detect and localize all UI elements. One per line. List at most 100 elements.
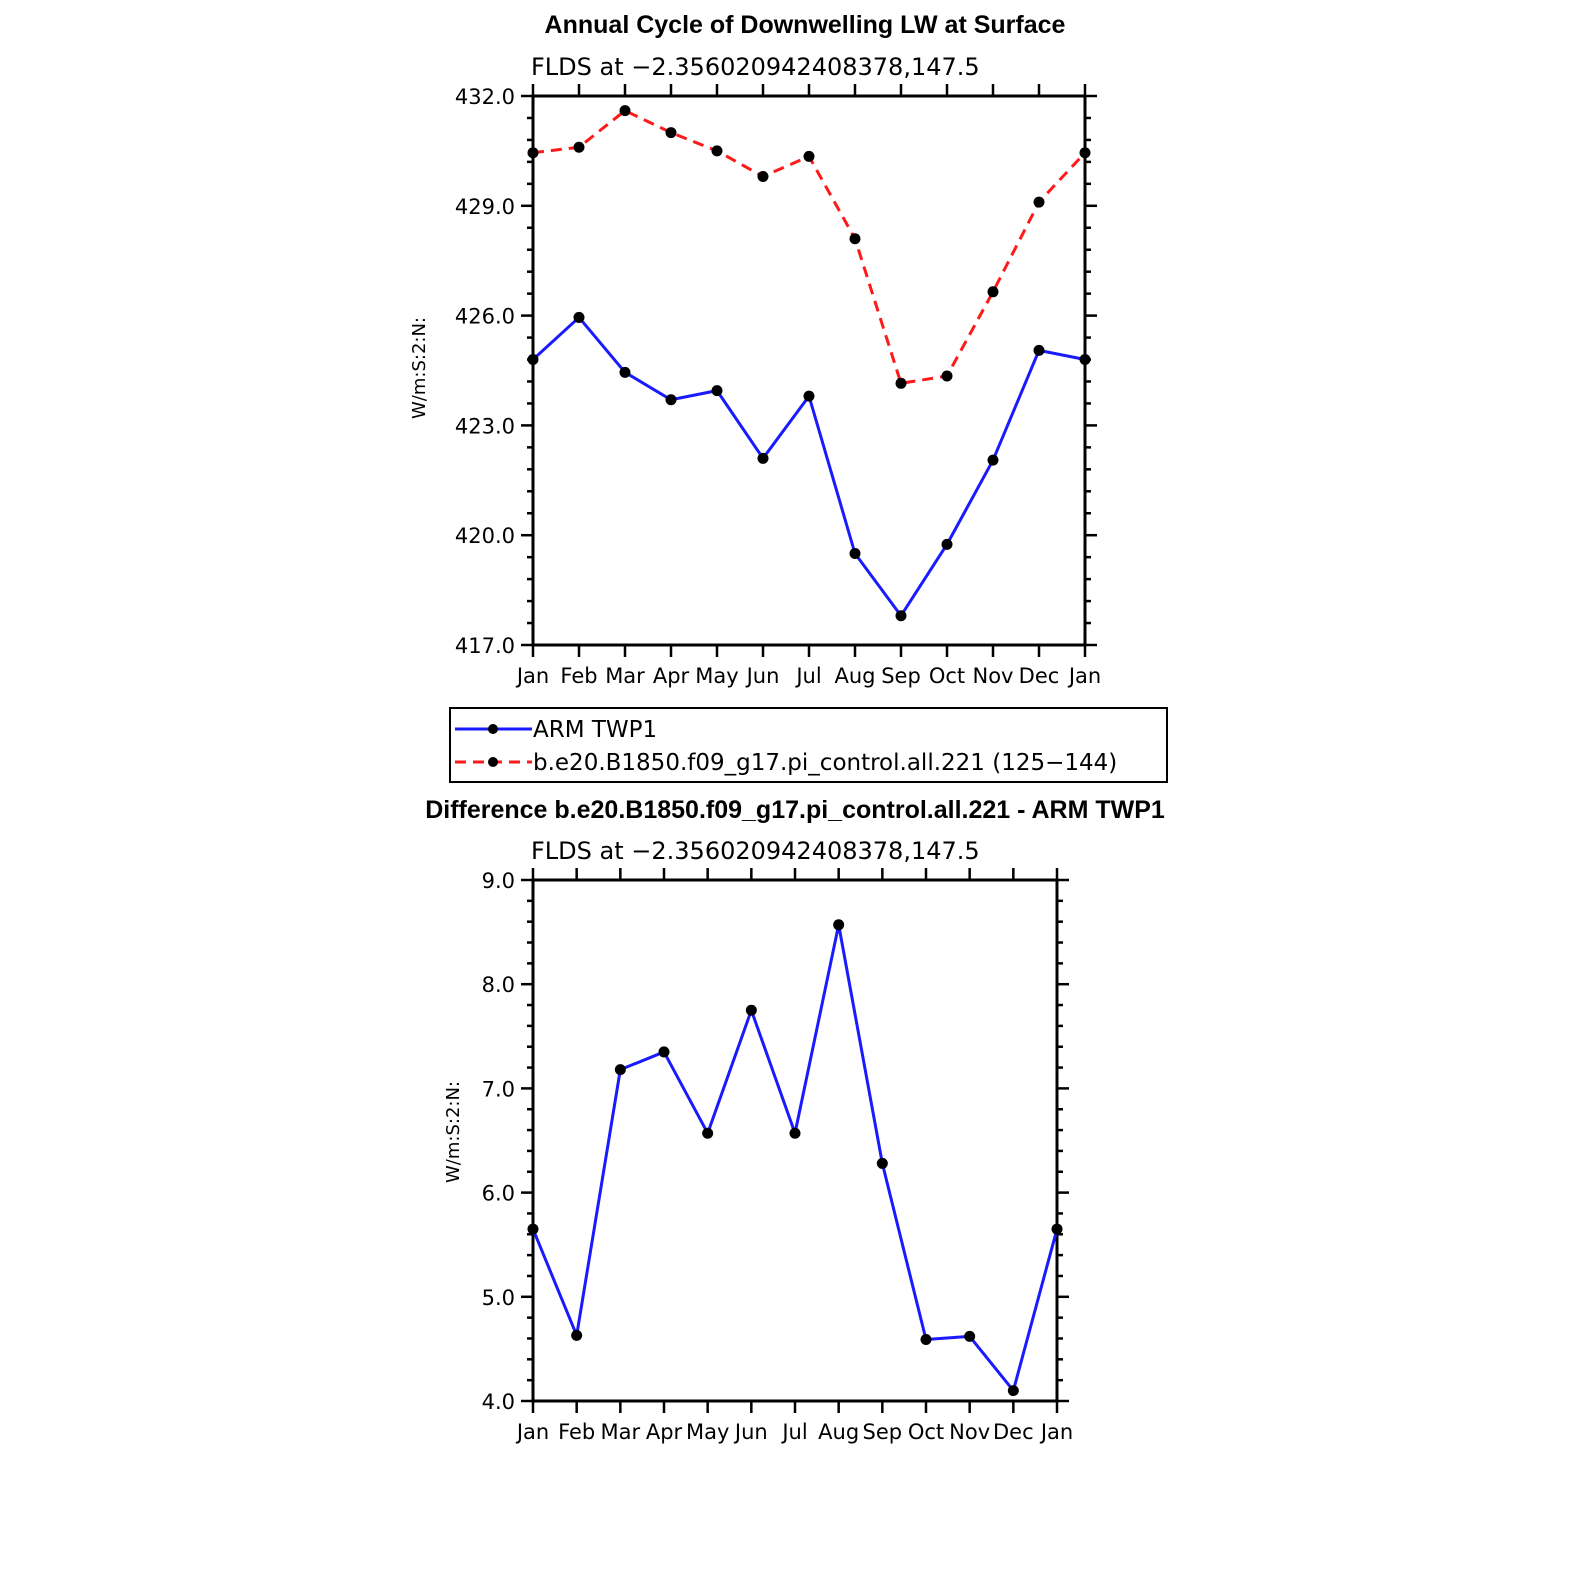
top-x-tick-label: Oct <box>929 664 965 688</box>
bottom-x-tick-label: Jan <box>1039 1420 1073 1444</box>
top-series-1-point <box>619 105 631 117</box>
top-series-1-point <box>803 150 815 162</box>
bottom-x-tick-label: Jun <box>733 1420 768 1444</box>
top-x-tick-label: Apr <box>653 664 690 688</box>
bottom-axis-ticks: Jan Feb Mar Apr May Jun Jul Aug Sep Oct Nov Dec Jan4… <box>482 868 1073 1444</box>
top-series-0-point <box>573 311 585 323</box>
top-x-tick-label: Mar <box>605 664 645 688</box>
bottom-series-0-point <box>527 1223 539 1235</box>
top-series-0-point <box>665 394 677 406</box>
top-series-0-point <box>527 354 539 366</box>
bottom-chart-title: Difference b.e20.B1850.f09_g17.pi_contro… <box>425 796 1165 824</box>
bottom-series-0-point <box>571 1329 583 1341</box>
bottom-x-tick-label: Feb <box>558 1420 595 1444</box>
top-x-tick-label: Dec <box>1019 664 1060 688</box>
bottom-y-tick-label: 4.0 <box>482 1390 515 1414</box>
bottom-x-tick-label: Mar <box>601 1420 641 1444</box>
bottom-x-tick-label: Aug <box>818 1420 859 1444</box>
bottom-plot-frame <box>531 878 1059 1403</box>
bottom-y-axis-label: W/m:S:2:N: <box>443 1081 464 1183</box>
bottom-chart-subtitle: FLDS at −2.356020942408378,147.5 <box>531 837 980 865</box>
bottom-series-0-point <box>702 1127 714 1139</box>
top-series-1-point <box>941 370 953 382</box>
top-series-1-point <box>987 286 999 298</box>
top-y-tick-label: 432.0 <box>455 85 515 109</box>
top-series-0-point <box>849 548 861 559</box>
top-x-tick-label: Nov <box>973 664 1014 688</box>
bottom-series-group <box>527 919 1063 1397</box>
top-y-tick-label: 423.0 <box>455 414 515 438</box>
bottom-x-tick-label: Nov <box>949 1420 990 1444</box>
legend-marker-arm <box>488 724 498 734</box>
top-series-1-point <box>895 377 907 389</box>
bottom-series-0-point <box>1007 1385 1019 1397</box>
top-plot-frame <box>531 94 1087 647</box>
bottom-series-0-point <box>964 1330 976 1342</box>
top-series-0-point <box>895 610 907 622</box>
legend-box <box>449 707 1168 783</box>
top-series-0-point <box>941 538 953 550</box>
top-series-1-point <box>757 171 769 183</box>
top-series-0-point <box>619 366 631 378</box>
top-x-tick-label: Feb <box>560 664 597 688</box>
top-x-tick-label: Jan <box>1067 664 1101 688</box>
top-y-tick-label: 426.0 <box>455 305 515 329</box>
top-series-group <box>527 105 1091 622</box>
bottom-series-0-point <box>1051 1223 1063 1235</box>
top-y-tick-label: 429.0 <box>455 195 515 219</box>
top-chart-subtitle: FLDS at −2.356020942408378,147.5 <box>531 53 980 81</box>
bottom-y-tick-label: 8.0 <box>482 973 515 997</box>
bottom-y-tick-label: 9.0 <box>482 869 515 893</box>
top-axis-ticks: Jan Feb Mar Apr May Jun Jul Aug Sep Oct Nov Dec Jan4… <box>455 84 1101 688</box>
top-series-0-point <box>757 452 769 464</box>
top-y-axis-label: W/m:S:2:N: <box>409 317 430 419</box>
bottom-series-0-point <box>920 1334 932 1346</box>
legend-label-arm: ARM TWP1 <box>533 717 657 743</box>
bottom-x-tick-label: May <box>686 1420 729 1444</box>
top-series-0-point <box>987 454 999 466</box>
bottom-x-tick-label: Sep <box>863 1420 903 1444</box>
legend: ARM TWP1 b.e20.B1850.f09_g17.pi_control.… <box>449 707 1168 783</box>
top-series-1-point <box>711 145 723 157</box>
legend-label-model: b.e20.B1850.f09_g17.pi_control.all.221 (… <box>533 750 1117 776</box>
bottom-x-tick-label: Jan <box>515 1420 549 1444</box>
bottom-y-tick-label: 6.0 <box>482 1182 515 1206</box>
top-series-1-point <box>1033 196 1045 208</box>
top-series-1-point <box>849 233 861 245</box>
bottom-series-0-point <box>789 1127 801 1139</box>
top-y-tick-label: 420.0 <box>455 524 515 548</box>
bottom-panel: Difference b.e20.B1850.f09_g17.pi_contro… <box>425 796 1165 1444</box>
top-x-tick-label: Aug <box>834 664 875 688</box>
bottom-series-line-0 <box>531 923 1059 1393</box>
top-x-tick-label: Jul <box>794 664 821 688</box>
top-y-tick-label: 417.0 <box>455 634 515 658</box>
top-x-tick-label: Jan <box>515 664 549 688</box>
top-series-0-point <box>803 390 815 402</box>
bottom-series-0-point <box>745 1004 757 1016</box>
top-x-tick-label: Jun <box>745 664 780 688</box>
top-chart-title: Annual Cycle of Downwelling LW at Surfac… <box>545 11 1066 39</box>
bottom-series-0-point <box>876 1157 888 1169</box>
top-series-1-point <box>665 127 677 139</box>
bottom-x-tick-label: Apr <box>646 1420 683 1444</box>
bottom-series-0-point <box>658 1046 670 1058</box>
top-series-line-0 <box>531 315 1086 618</box>
top-series-1-point <box>1079 147 1091 159</box>
bottom-x-tick-label: Dec <box>993 1420 1034 1444</box>
bottom-y-tick-label: 7.0 <box>482 1077 515 1101</box>
bottom-x-tick-label: Jul <box>780 1420 807 1444</box>
legend-marker-model <box>488 757 498 767</box>
top-series-1-point <box>527 147 539 159</box>
bottom-series-0-point <box>614 1064 626 1076</box>
top-series-1-point <box>573 141 585 153</box>
bottom-series-0-point <box>833 919 845 931</box>
top-series-0-point <box>1033 344 1045 356</box>
bottom-y-tick-label: 5.0 <box>482 1286 515 1310</box>
top-panel: Annual Cycle of Downwelling LW at Surfac… <box>409 11 1101 688</box>
top-series-0-point <box>1079 354 1091 366</box>
top-series-0-point <box>711 385 723 397</box>
bottom-x-tick-label: Oct <box>908 1420 944 1444</box>
top-x-tick-label: Sep <box>881 664 921 688</box>
top-x-tick-label: May <box>695 664 738 688</box>
